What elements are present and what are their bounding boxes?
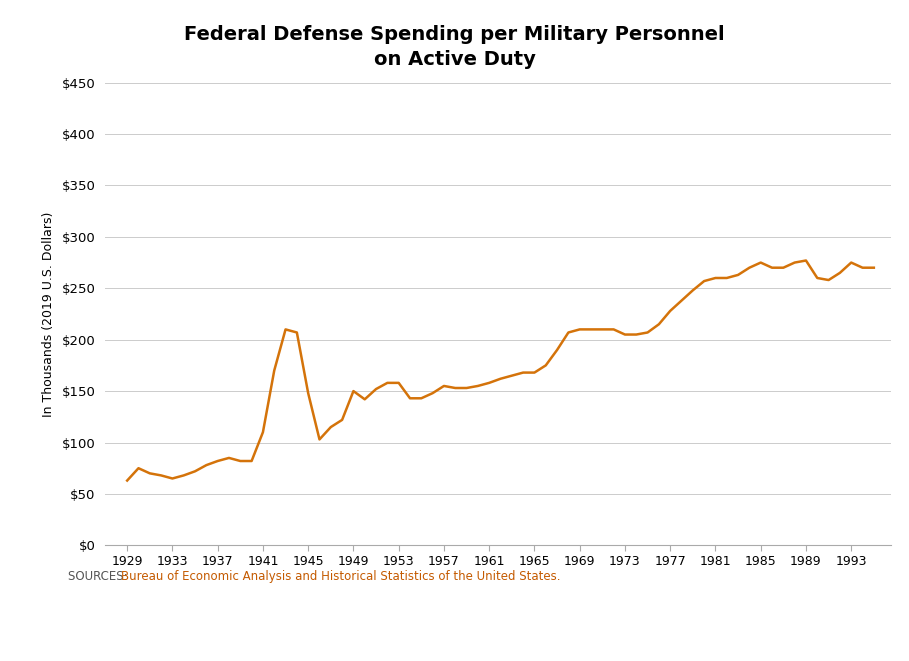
Text: of: of [164,625,178,639]
Text: Bureau of Economic Analysis and Historical Statistics of the United States.: Bureau of Economic Analysis and Historic… [121,570,560,583]
Y-axis label: In Thousands (2019 U.S. Dollars): In Thousands (2019 U.S. Dollars) [42,212,55,416]
Text: St. Louis: St. Louis [184,625,256,639]
Text: SOURCES:: SOURCES: [68,570,132,583]
Text: F: F [23,623,34,641]
Text: Federal Reserve Bank: Federal Reserve Bank [23,625,197,639]
Text: Federal Defense Spending per Military Personnel
on Active Duty: Federal Defense Spending per Military Pe… [185,25,724,69]
